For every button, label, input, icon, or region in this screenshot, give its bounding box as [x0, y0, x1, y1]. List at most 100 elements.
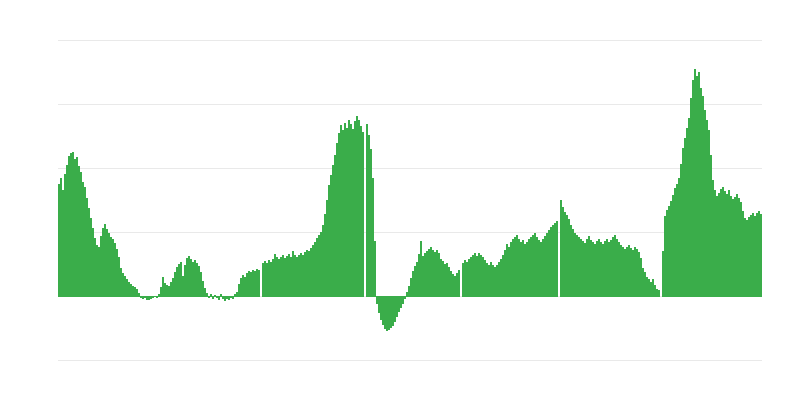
chart-bar	[530, 237, 532, 297]
chart-bar	[88, 208, 90, 297]
chart-bar	[262, 263, 264, 297]
chart-bar	[724, 191, 726, 297]
chart-bar	[410, 278, 412, 297]
chart-bar	[252, 270, 254, 297]
chart-bar	[524, 244, 526, 297]
gridline	[58, 232, 762, 233]
chart-bar	[416, 262, 418, 297]
chart-bar	[298, 255, 300, 297]
chart-bar	[86, 198, 88, 297]
chart-bar	[202, 281, 204, 297]
chart-bar	[550, 227, 552, 297]
chart-bar	[434, 252, 436, 297]
chart-bar	[200, 272, 202, 297]
chart-bar	[324, 214, 326, 297]
chart-bar	[448, 267, 450, 297]
chart-bar	[458, 270, 460, 297]
chart-bar	[380, 296, 382, 320]
chart-bar	[666, 210, 668, 297]
chart-bar	[754, 216, 756, 297]
chart-bar	[336, 143, 338, 297]
chart-bar	[90, 218, 92, 297]
chart-bar	[160, 287, 162, 297]
chart-bar	[694, 69, 696, 297]
chart-bar	[722, 187, 724, 297]
chart-bar	[366, 124, 368, 297]
chart-bar	[424, 253, 426, 297]
chart-bar	[78, 166, 80, 297]
chart-bar	[342, 130, 344, 297]
chart-bar	[512, 239, 514, 297]
chart-bar	[662, 251, 664, 297]
chart-bar	[214, 295, 216, 297]
chart-bar	[340, 125, 342, 297]
bar-chart-plot-area	[58, 40, 762, 361]
chart-bar	[574, 233, 576, 297]
chart-bar	[582, 241, 584, 297]
chart-bar	[470, 257, 472, 297]
chart-bar	[536, 237, 538, 297]
chart-bar	[212, 296, 214, 299]
chart-bar	[124, 276, 126, 297]
chart-bar	[658, 290, 660, 297]
chart-bar	[278, 259, 280, 297]
chart-bar	[624, 249, 626, 297]
chart-bar	[732, 199, 734, 297]
chart-bar	[232, 296, 234, 299]
chart-bar	[76, 157, 78, 297]
chart-bar	[696, 76, 698, 297]
chart-bar	[370, 149, 372, 297]
chart-bar	[664, 216, 666, 297]
chart-bar	[456, 273, 458, 297]
chart-bar	[166, 285, 168, 297]
chart-bar	[610, 240, 612, 297]
chart-bar	[204, 288, 206, 297]
chart-bar	[360, 126, 362, 297]
chart-bar	[526, 242, 528, 297]
chart-bar	[290, 257, 292, 297]
chart-bar	[604, 241, 606, 297]
chart-bar	[546, 233, 548, 297]
chart-bar	[312, 245, 314, 297]
chart-bar	[668, 206, 670, 297]
chart-bar	[264, 261, 266, 297]
chart-bar	[326, 200, 328, 297]
chart-bar	[398, 296, 400, 312]
chart-bar	[254, 271, 256, 297]
chart-bar	[102, 228, 104, 297]
chart-bar	[392, 296, 394, 326]
chart-bar	[114, 243, 116, 297]
chart-bar	[510, 242, 512, 297]
chart-bar	[676, 184, 678, 297]
chart-bar	[728, 190, 730, 297]
chart-bar	[682, 148, 684, 297]
chart-bar	[172, 278, 174, 297]
chart-bar	[246, 273, 248, 297]
chart-bar	[198, 266, 200, 297]
chart-bar	[316, 238, 318, 297]
chart-bar	[498, 262, 500, 297]
chart-bar	[652, 279, 654, 297]
chart-bar	[438, 253, 440, 297]
chart-bar	[320, 232, 322, 297]
chart-bar	[726, 194, 728, 297]
chart-bar	[382, 296, 384, 325]
chart-bar	[552, 225, 554, 297]
chart-bar	[372, 178, 374, 297]
chart-bar	[616, 239, 618, 297]
chart-bar	[476, 256, 478, 297]
chart-bar	[314, 242, 316, 297]
chart-bar	[428, 249, 430, 297]
chart-bar	[494, 267, 496, 297]
chart-bar	[508, 247, 510, 297]
chart-bar	[286, 256, 288, 297]
chart-bar	[680, 164, 682, 297]
chart-bar	[258, 270, 260, 297]
chart-bar	[284, 258, 286, 297]
chart-bar	[238, 284, 240, 297]
chart-bar	[556, 221, 558, 297]
chart-bar	[564, 212, 566, 297]
chart-bar	[488, 265, 490, 297]
chart-bar	[306, 250, 308, 297]
